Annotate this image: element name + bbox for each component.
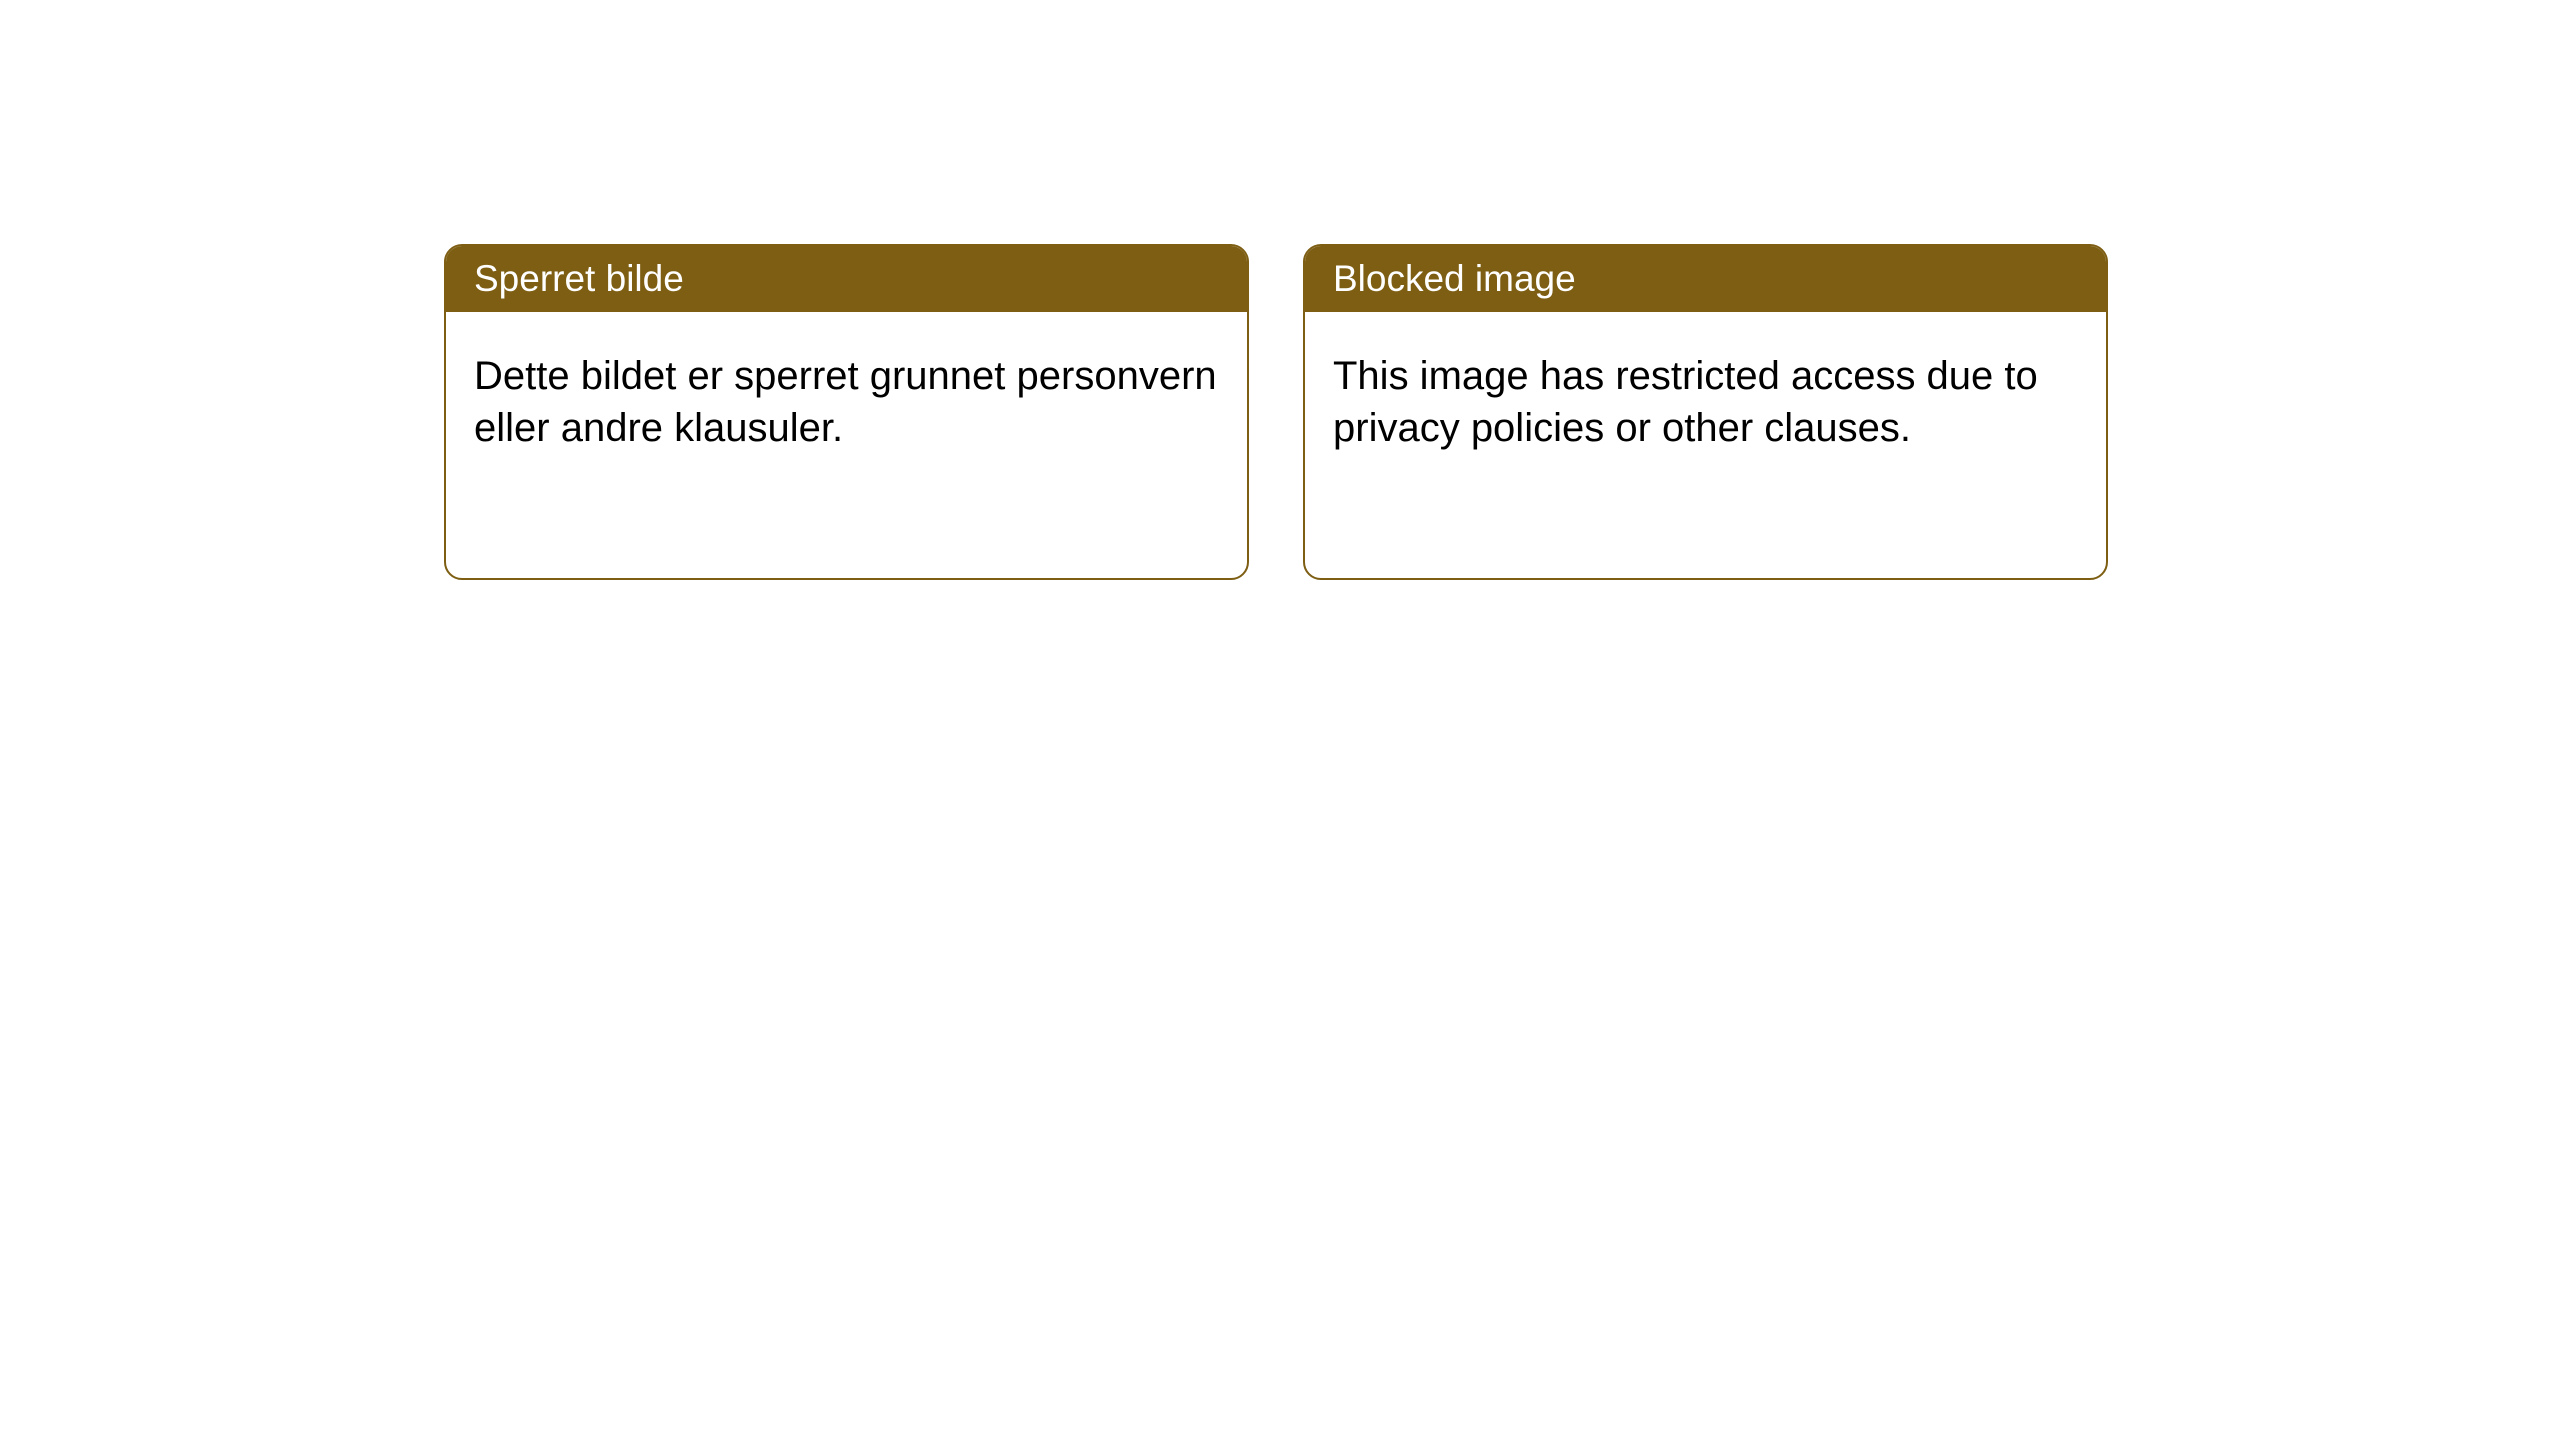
card-body-english: This image has restricted access due to … xyxy=(1305,312,2106,492)
blocked-image-card-english: Blocked image This image has restricted … xyxy=(1303,244,2108,580)
notice-container: Sperret bilde Dette bildet er sperret gr… xyxy=(444,244,2108,580)
card-title-english: Blocked image xyxy=(1333,258,1576,299)
card-title-norwegian: Sperret bilde xyxy=(474,258,684,299)
card-header-norwegian: Sperret bilde xyxy=(446,246,1247,312)
card-message-norwegian: Dette bildet er sperret grunnet personve… xyxy=(474,354,1217,450)
card-header-english: Blocked image xyxy=(1305,246,2106,312)
card-message-english: This image has restricted access due to … xyxy=(1333,354,2038,450)
blocked-image-card-norwegian: Sperret bilde Dette bildet er sperret gr… xyxy=(444,244,1249,580)
card-body-norwegian: Dette bildet er sperret grunnet personve… xyxy=(446,312,1247,492)
